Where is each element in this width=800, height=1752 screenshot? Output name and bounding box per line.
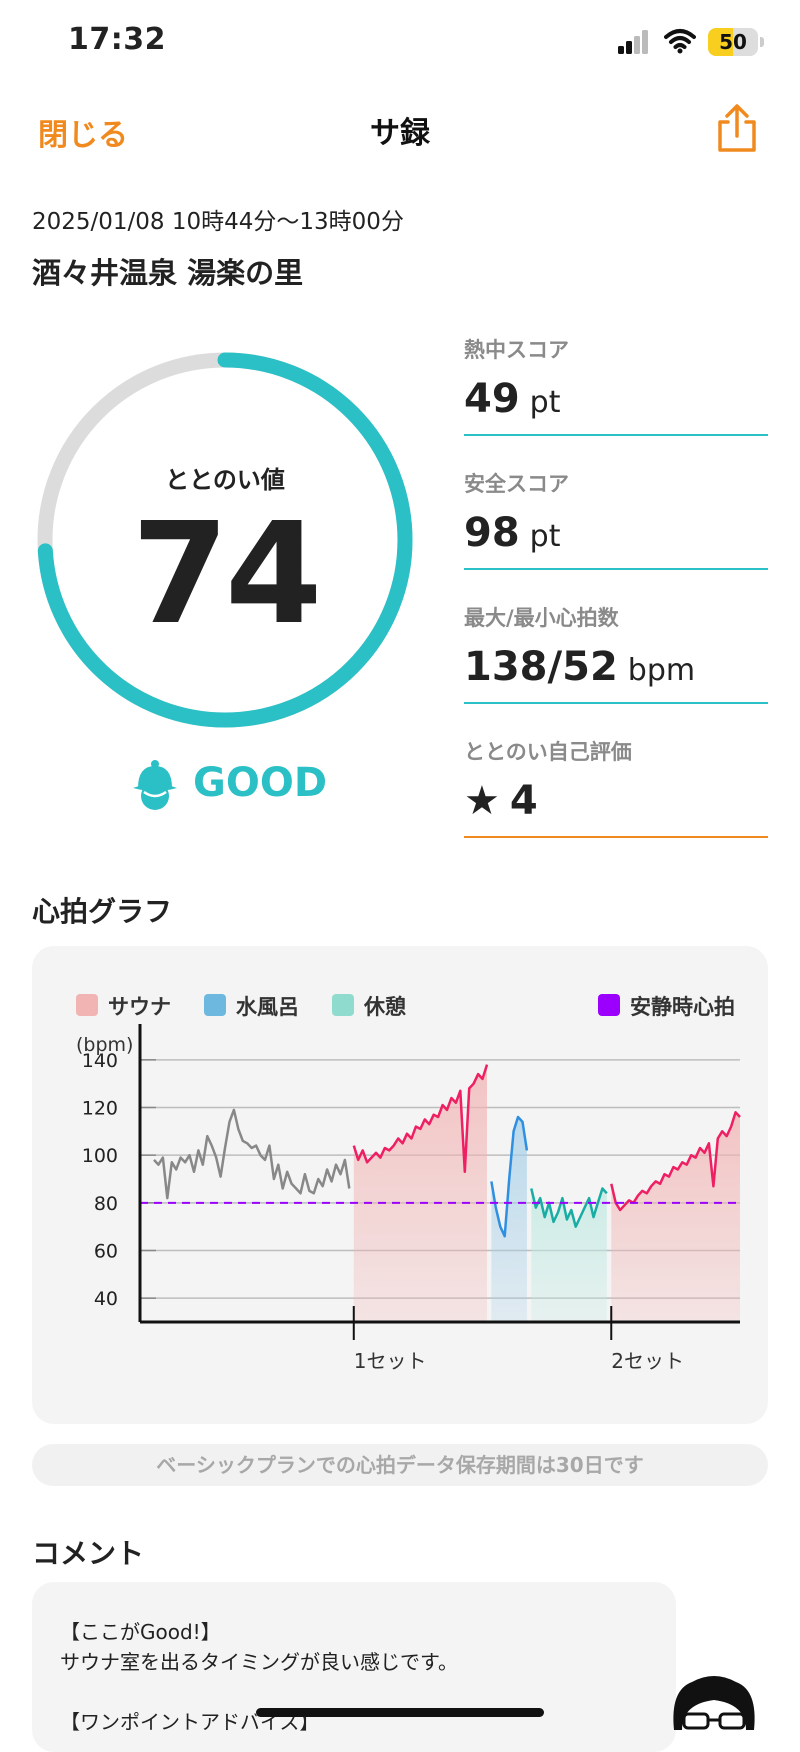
metric-unit: pt — [529, 385, 561, 420]
metric-value: 4 — [509, 778, 538, 824]
metric-underline — [464, 568, 768, 570]
comment-line: サウナ室を出るタイミングが良い感じです。 — [60, 1650, 458, 1674]
totonoi-progress-arc — [37, 352, 413, 728]
y-tick-label: 140 — [82, 1050, 118, 1072]
storage-note: ベーシックプランでの心拍データ保存期間は30日です — [32, 1444, 768, 1486]
hr-line-chart: 140 120 100 80 60 40 1セット 2セット — [82, 1024, 741, 1373]
y-axis-unit: (bpm) — [76, 1034, 134, 1056]
metric-value: 138/52 — [464, 644, 618, 690]
totonoi-rating: GOOD — [193, 760, 328, 806]
x-tick-label: 2セット — [611, 1349, 684, 1373]
comment-line: 【ここがGood!】 — [60, 1620, 221, 1644]
legend-label-sauna: サウナ — [108, 995, 171, 1019]
star-icon: ★ — [464, 778, 500, 824]
legend-label-resting-hr: 安静時心拍 — [630, 995, 735, 1019]
series-line-cold — [490, 1115, 529, 1238]
y-tick-label: 100 — [82, 1145, 118, 1167]
sauna-hat-icon — [133, 760, 177, 810]
home-indicator[interactable] — [256, 1708, 544, 1717]
area-sauna — [611, 1112, 740, 1322]
battery-level-text: 50 — [719, 30, 747, 54]
metric-unit: pt — [529, 519, 561, 554]
totonoi-value: 74 — [131, 493, 323, 656]
share-icon[interactable] — [714, 104, 760, 154]
comment-card: 【ここがGood!】 サウナ室を出るタイミングが良い感じです。 【ワンポイントア… — [32, 1582, 676, 1752]
x-tick-label: 1セット — [354, 1349, 427, 1373]
y-tick-label: 40 — [94, 1288, 118, 1310]
wifi-icon — [664, 29, 696, 54]
status-time: 17:32 — [68, 22, 166, 57]
close-button[interactable]: 閉じる — [38, 118, 128, 153]
session-place: 酒々井温泉 湯楽の里 — [32, 256, 304, 290]
metric-label: 最大/最小心拍数 — [464, 606, 619, 630]
y-tick-label: 80 — [94, 1193, 118, 1215]
metric-underline — [464, 434, 768, 436]
area-sauna — [353, 1064, 487, 1322]
legend-swatch-sauna — [76, 994, 98, 1016]
totonoi-label: ととのい値 — [165, 466, 285, 494]
legend-label-cold-bath: 水風呂 — [236, 995, 299, 1019]
battery-icon: 50 — [708, 28, 764, 58]
area-cold — [491, 1117, 527, 1322]
y-tick-label: 60 — [94, 1241, 118, 1263]
series-line-pre — [153, 1108, 351, 1200]
series-line-rest — [530, 1187, 608, 1228]
hr-chart-card: サウナ 水風呂 休憩 安静時心拍 (bpm) 140 120 100 80 60 40 1セ… — [32, 946, 768, 1424]
cellular-signal-icon — [618, 30, 648, 54]
totonoi-ring — [37, 352, 413, 728]
legend-swatch-rest — [332, 994, 354, 1016]
y-tick-label: 120 — [82, 1098, 118, 1120]
section-title-comment: コメント — [32, 1537, 145, 1570]
session-date-range: 2025/01/08 10時44分〜13時00分 — [32, 209, 404, 235]
metric-value: 98 — [464, 510, 520, 556]
metric-label: 熱中スコア — [464, 338, 569, 362]
series-line-sauna — [352, 1064, 489, 1174]
section-title-hr-graph: 心拍グラフ — [32, 895, 173, 928]
metric-label: 安全スコア — [464, 472, 569, 496]
metric-underline — [464, 702, 768, 704]
metric-underline — [464, 836, 768, 838]
legend-swatch-resting-hr — [598, 994, 620, 1016]
metric-label: ととのい自己評価 — [464, 740, 632, 764]
advisor-avatar — [673, 1676, 755, 1730]
metric-value: 49 — [464, 376, 520, 422]
page-title: サ録 — [370, 116, 430, 151]
metric-unit: bpm — [627, 653, 696, 688]
area-rest — [531, 1188, 607, 1322]
legend-swatch-cold-bath — [204, 994, 226, 1016]
legend-label-rest: 休憩 — [364, 995, 406, 1019]
